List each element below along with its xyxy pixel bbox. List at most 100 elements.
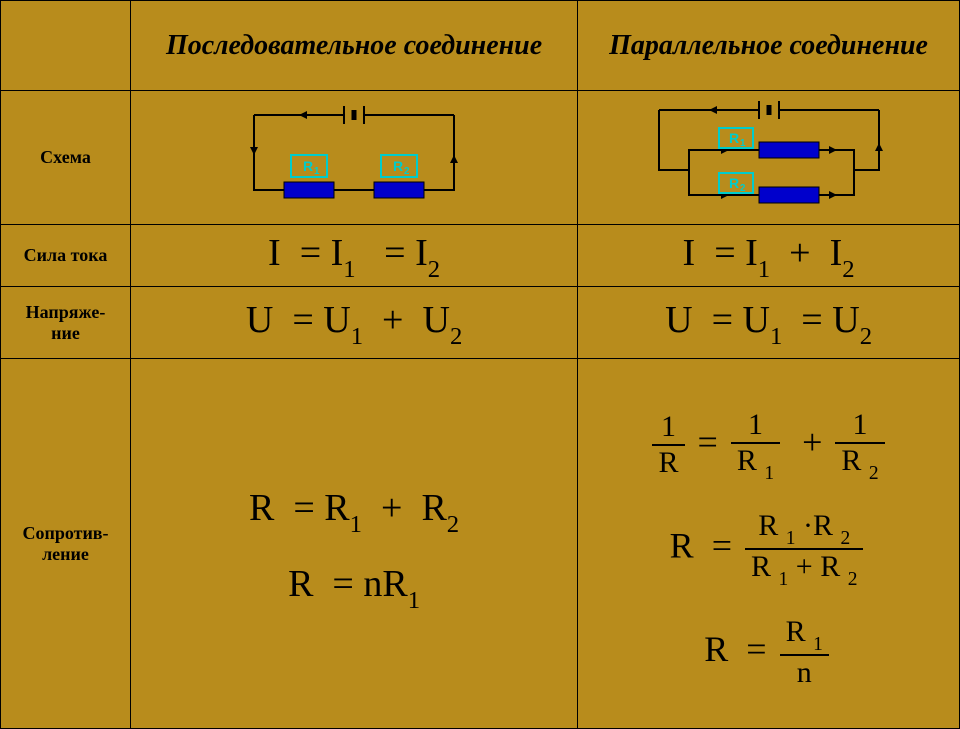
op-dot: · xyxy=(803,509,813,542)
svg-text:1: 1 xyxy=(314,166,320,177)
header-row: Последовательное соединение Параллельное… xyxy=(1,1,960,91)
sub-1: 1 xyxy=(813,634,823,655)
op-plus: + xyxy=(802,421,822,461)
sub-2: 2 xyxy=(428,256,440,283)
var-R: R xyxy=(704,628,728,668)
den-R1: R xyxy=(737,444,757,477)
op-eq: = xyxy=(746,628,766,668)
op-eq2: = xyxy=(384,232,405,274)
sub-1: 1 xyxy=(351,323,363,350)
var-R1: R xyxy=(324,487,349,529)
row-schema: Схема R1R2 R1R2 xyxy=(1,91,960,225)
sub-1: 1 xyxy=(764,463,774,484)
var-I1: I xyxy=(331,232,344,274)
op-eq2: = xyxy=(801,299,822,341)
sub-2: 2 xyxy=(840,528,850,549)
series-current-formula: I = I1 = I2 xyxy=(131,225,578,287)
op-eq: = xyxy=(698,421,718,461)
den-n: n xyxy=(780,656,829,690)
parallel-circuit-diagram: R1R2 xyxy=(629,95,909,215)
var-U2: U xyxy=(422,299,449,341)
parallel-R-inv: 1R = 1R 1 + 1R 2 xyxy=(648,408,888,483)
parallel-schema: R1R2 xyxy=(578,91,960,225)
svg-text:R: R xyxy=(729,175,739,191)
den-R2: R xyxy=(841,444,861,477)
series-resistance-formula: R = R1 + R2 R = nR1 xyxy=(131,359,578,729)
svg-text:2: 2 xyxy=(740,183,746,194)
svg-text:R: R xyxy=(303,158,313,174)
op-plus: + xyxy=(382,299,403,341)
var-R: R xyxy=(670,525,694,565)
sub-2: 2 xyxy=(860,323,872,350)
var-nR1: nR xyxy=(363,563,407,605)
series-R-n: R = nR1 xyxy=(288,562,420,612)
label-resistance: Сопротив-ление xyxy=(1,359,131,729)
num-1: 1 xyxy=(835,408,884,444)
parallel-voltage-formula: U = U1 = U2 xyxy=(578,287,960,359)
label-voltage: Напряже-ние xyxy=(1,287,131,359)
sub-1: 1 xyxy=(350,511,362,538)
svg-text:R: R xyxy=(729,130,739,146)
header-parallel: Параллельное соединение xyxy=(578,1,960,91)
op-eq: = xyxy=(714,232,735,274)
parallel-resistance-formula: 1R = 1R 1 + 1R 2 R = R 1 ·R 2 R 1 + R 2 … xyxy=(578,359,960,729)
var-I: I xyxy=(268,232,281,274)
sub-1: 1 xyxy=(343,256,355,283)
op-eq: = xyxy=(300,232,321,274)
var-U: U xyxy=(665,299,692,341)
series-circuit-diagram: R1R2 xyxy=(224,100,484,210)
physics-comparison-table: Последовательное соединение Параллельное… xyxy=(0,0,960,729)
var-U1: U xyxy=(743,299,770,341)
series-voltage-formula: U = U1 + U2 xyxy=(131,287,578,359)
row-resistance: Сопротив-ление R = R1 + R2 R = nR1 xyxy=(1,359,960,729)
op-plus: + xyxy=(796,550,813,583)
op-eq: = xyxy=(712,299,733,341)
sub-2: 2 xyxy=(450,323,462,350)
parallel-R-product: R = R 1 ·R 2 R 1 + R 2 xyxy=(670,509,868,589)
op-eq: = xyxy=(292,299,313,341)
num-1: 1 xyxy=(652,410,684,446)
header-empty xyxy=(1,1,131,91)
svg-text:1: 1 xyxy=(740,138,746,149)
sub-1: 1 xyxy=(770,323,782,350)
sub-2: 2 xyxy=(447,511,459,538)
op-plus: + xyxy=(789,232,810,274)
parallel-current-formula: I = I1 + I2 xyxy=(578,225,960,287)
num-R2: R xyxy=(813,509,833,542)
den-R: R xyxy=(652,446,684,480)
svg-text:2: 2 xyxy=(404,166,410,177)
label-current: Сила тока xyxy=(1,225,131,287)
row-current: Сила тока I = I1 = I2 I = I1 + I2 xyxy=(1,225,960,287)
label-schema: Схема xyxy=(1,91,131,225)
sub-2: 2 xyxy=(848,569,858,590)
num-1: 1 xyxy=(731,408,780,444)
parallel-R-n: R = R 1 n xyxy=(704,615,833,690)
var-U1: U xyxy=(323,299,350,341)
var-I1: I xyxy=(745,232,758,274)
den-R2: R xyxy=(820,550,840,583)
var-U: U xyxy=(246,299,273,341)
sub-2: 2 xyxy=(842,256,854,283)
op-plus: + xyxy=(381,487,402,529)
sub-1: 1 xyxy=(758,256,770,283)
op-eq: = xyxy=(293,487,314,529)
var-I: I xyxy=(683,232,696,274)
svg-text:R: R xyxy=(393,158,403,174)
sub-1: 1 xyxy=(786,528,796,549)
num-R1: R xyxy=(758,509,778,542)
num-R1: R xyxy=(786,615,806,648)
var-U2: U xyxy=(832,299,859,341)
var-R: R xyxy=(249,487,274,529)
den-R1: R xyxy=(751,550,771,583)
sub-1: 1 xyxy=(779,569,789,590)
series-schema: R1R2 xyxy=(131,91,578,225)
sub-2: 2 xyxy=(869,463,879,484)
row-voltage: Напряже-ние U = U1 + U2 U = U1 = U2 xyxy=(1,287,960,359)
header-series: Последовательное соединение xyxy=(131,1,578,91)
var-R2: R xyxy=(421,487,446,529)
sub-1: 1 xyxy=(408,587,420,614)
var-I2: I xyxy=(415,232,428,274)
op-eq: = xyxy=(332,563,353,605)
series-R-sum: R = R1 + R2 xyxy=(249,486,459,536)
var-I2: I xyxy=(830,232,843,274)
